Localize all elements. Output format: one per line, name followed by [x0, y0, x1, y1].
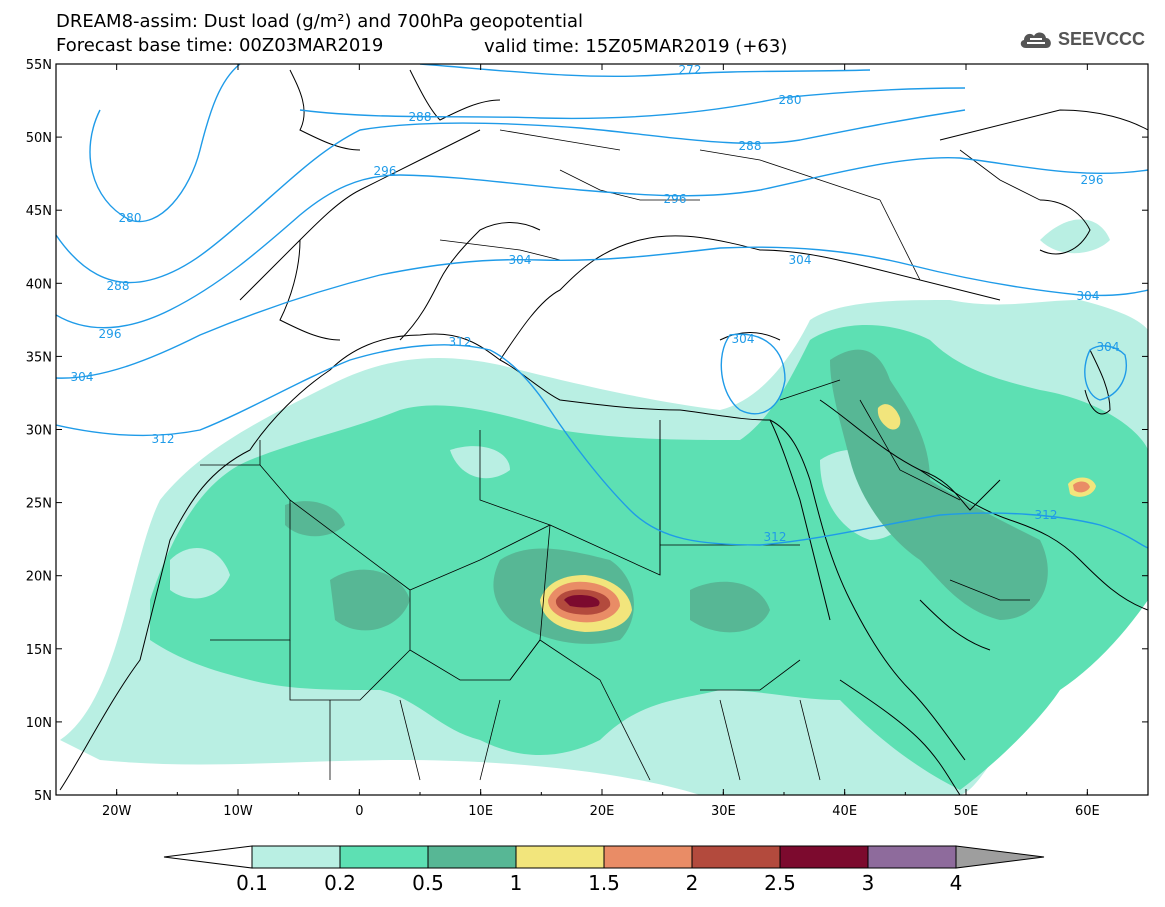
logo-text: SEEVCCC — [1058, 28, 1146, 49]
contour-label: 304 — [509, 253, 532, 267]
valid-time: valid time: 15Z05MAR2019 (+63) — [484, 36, 788, 57]
colorbar-segment — [427, 845, 517, 869]
contour-label: 312 — [449, 335, 472, 349]
contour-label: 312 — [152, 432, 175, 446]
contour-label: 296 — [664, 192, 687, 206]
lat-tick-label: 5N — [34, 789, 52, 804]
map-title: DREAM8-assim: Dust load (g/m²) and 700hP… — [56, 11, 583, 32]
colorbar: 0.1 0.2 0.5 1 1.5 2 2.5 3 4 — [163, 845, 1045, 895]
lat-tick-label: 45N — [26, 204, 52, 219]
contour-label: 296 — [99, 327, 122, 341]
lon-tick-label: 20W — [102, 804, 132, 819]
lat-tick-label: 30N — [26, 424, 52, 439]
contour-labels: 272 280 288 288 296 296 280 288 296 304 … — [71, 63, 1120, 544]
lat-tick-label: 50N — [26, 131, 52, 146]
dust-region-yellow-iraq — [877, 404, 901, 430]
colorbar-segment — [515, 845, 605, 869]
contour-label: 304 — [789, 253, 812, 267]
lon-tick-label: 60E — [1075, 804, 1100, 819]
colorbar-segment — [867, 845, 957, 869]
colorbar-label: 1 — [510, 871, 523, 895]
colorbar-label: 0.2 — [324, 871, 356, 895]
colorbar-label: 4 — [950, 871, 963, 895]
contour-label: 296 — [374, 164, 397, 178]
contour-label: 312 — [1035, 508, 1058, 522]
contour-label: 288 — [739, 139, 762, 153]
colorbar-label: 0.1 — [236, 871, 268, 895]
contour-label: 304 — [1097, 340, 1120, 354]
contour-label: 288 — [107, 279, 130, 293]
contour-label: 280 — [119, 211, 142, 225]
colorbar-segment — [691, 845, 781, 869]
forecast-base-time: Forecast base time: 00Z03MAR2019 — [56, 35, 384, 56]
colorbar-label: 2.5 — [764, 871, 796, 895]
colorbar-segment — [603, 845, 693, 869]
lat-tick-label: 15N — [26, 643, 52, 658]
geopotential-contours — [56, 64, 1148, 549]
cloud-icon — [1020, 32, 1051, 48]
lat-tick-label: 25N — [26, 497, 52, 512]
lat-tick-label: 10N — [26, 716, 52, 731]
contour-label: 304 — [71, 370, 94, 384]
country-borders — [200, 129, 1041, 781]
contour-label: 296 — [1081, 173, 1104, 187]
lon-tick-label: 30E — [711, 804, 736, 819]
colorbar-segment — [779, 845, 869, 869]
colorbar-label: 2 — [686, 871, 699, 895]
contour-label: 304 — [732, 332, 755, 346]
contour-label: 280 — [779, 93, 802, 107]
lat-tick-label: 40N — [26, 277, 52, 292]
lon-tick-label: 50E — [954, 804, 979, 819]
contour-label: 304 — [1077, 289, 1100, 303]
seevccc-logo: SEEVCCC — [1018, 28, 1145, 50]
dust-region-high-sudan — [690, 581, 770, 633]
dust-region-high-mali — [330, 569, 410, 631]
lon-tick-label: 0 — [355, 804, 363, 819]
lon-tick-label: 10E — [468, 804, 493, 819]
lon-tick-label: 40E — [832, 804, 857, 819]
dust-region-orange-iran — [1073, 481, 1090, 493]
lon-tick-label: 10W — [223, 804, 253, 819]
colorbar-arrow-right — [955, 845, 1045, 869]
colorbar-label: 3 — [862, 871, 875, 895]
contour-label: 288 — [409, 110, 432, 124]
axis-labels: 55N 50N 45N 40N 35N 30N 25N 20N 15N 10N 5N 20W 10W 0 1… — [26, 58, 1100, 819]
dust-hole-westsahara — [170, 548, 230, 599]
colorbar-label: 0.5 — [412, 871, 444, 895]
colorbar-label: 1.5 — [588, 871, 620, 895]
lon-tick-label: 20E — [590, 804, 615, 819]
dust-region-light-caspian — [1040, 219, 1110, 254]
colorbar-arrow-left — [163, 845, 253, 869]
contour-label: 312 — [764, 530, 787, 544]
axis-ticks — [55, 63, 1149, 796]
lat-tick-label: 20N — [26, 570, 52, 585]
lat-tick-label: 35N — [26, 350, 52, 365]
dust-field: 272 280 288 288 296 296 280 288 296 304 … — [56, 63, 1148, 795]
contour-label: 272 — [679, 63, 702, 77]
colorbar-segment — [251, 845, 341, 869]
lat-tick-label: 55N — [26, 58, 52, 73]
colorbar-segment — [339, 845, 429, 869]
dust-region-darkred-chad — [564, 595, 600, 608]
coastlines — [59, 69, 1148, 795]
